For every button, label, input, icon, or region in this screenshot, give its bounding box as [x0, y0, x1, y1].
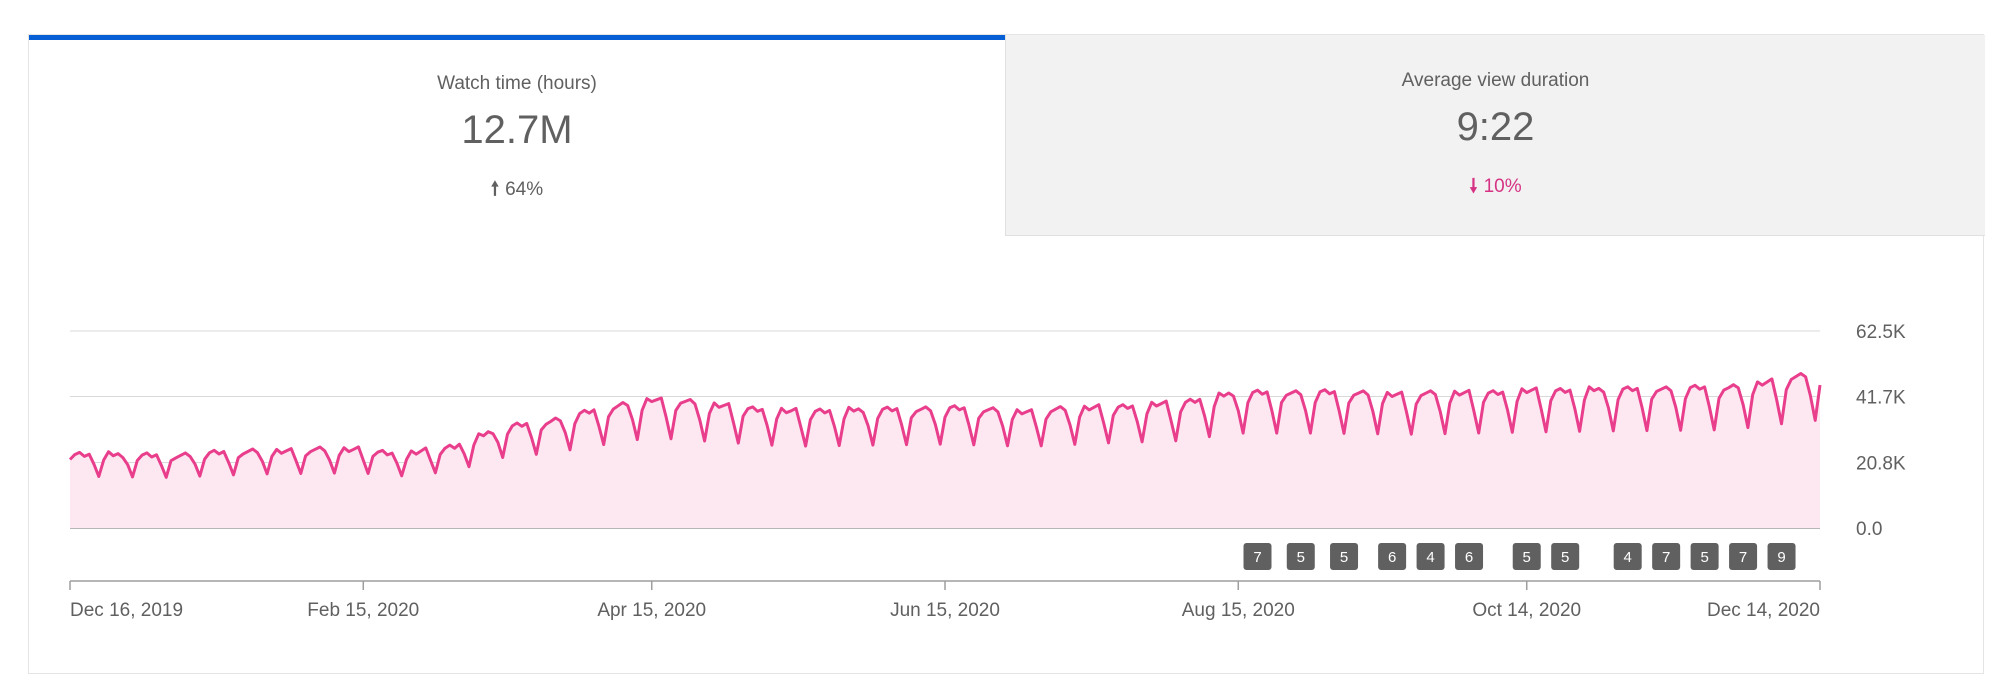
annotation-badge[interactable]: 7	[1243, 543, 1272, 570]
annotation-badge[interactable]: 6	[1378, 543, 1407, 570]
annotation-badge-box	[1652, 543, 1681, 570]
annotation-badge-box	[1455, 543, 1484, 570]
x-tick-label: Oct 14, 2020	[1472, 600, 1581, 621]
annotation-badge-label: 5	[1340, 549, 1348, 566]
series-line-watch-time	[68, 372, 1822, 479]
annotation-badge[interactable]: 5	[1512, 543, 1541, 570]
x-tick-label: Aug 15, 2020	[1182, 600, 1295, 621]
annotation-badge-box	[1729, 543, 1758, 570]
tab-watch-time[interactable]: Watch time (hours) 12.7M 🠕 64%	[29, 35, 1005, 236]
tab-avd-change: 🠗 10%	[1006, 172, 1985, 204]
annotation-badge-label: 4	[1624, 549, 1632, 566]
annotation-badge[interactable]: 9	[1767, 543, 1796, 570]
annotation-badge-box	[1416, 543, 1445, 570]
annotation-badge-box	[1613, 543, 1642, 570]
annotation-badge-box	[1330, 543, 1359, 570]
annotation-badge-box	[1286, 543, 1315, 570]
annotation-badge[interactable]: 4	[1613, 543, 1642, 570]
annotation-badge-label: 6	[1388, 549, 1396, 566]
tab-avd-label: Average view duration	[1401, 70, 1590, 91]
annotation-badge[interactable]: 6	[1455, 543, 1484, 570]
annotation-badge[interactable]: 5	[1330, 543, 1359, 570]
metric-tabs: Watch time (hours) 12.7M 🠕 64% Average vi…	[29, 35, 1985, 236]
annotation-badge-label: 7	[1253, 549, 1261, 566]
x-tick-label: Dec 16, 2019	[70, 600, 183, 621]
annotation-badge-label: 7	[1739, 549, 1747, 566]
annotation-badge-label: 9	[1777, 549, 1785, 566]
annotation-badge-box	[1378, 543, 1407, 570]
y-tick-label: 62.5K	[1856, 322, 1906, 343]
tab-avd-value: 9:22	[1456, 105, 1535, 149]
annotation-badge-label: 7	[1662, 549, 1670, 566]
annotation-badge-label: 5	[1700, 549, 1708, 566]
y-tick-label: 41.7K	[1856, 388, 1906, 409]
chart-x-axis: Dec 16, 2019 Feb 15, 2020 Apr 15, 2020 Jun …	[69, 580, 1821, 621]
annotation-badge-box	[1690, 543, 1719, 570]
chart-y-axis: 0.0 20.8K 41.7K 62.5K	[1856, 322, 1906, 540]
annotation-badge-box	[1512, 543, 1541, 570]
annotation-badge[interactable]: 4	[1416, 543, 1445, 570]
x-tick-label: Jun 15, 2020	[890, 600, 1000, 621]
annotation-badge-box	[1243, 543, 1272, 570]
annotation-badge[interactable]: 5	[1286, 543, 1315, 570]
tab-average-view-duration[interactable]: Average view duration 9:22 🠗 10%	[1005, 35, 1985, 236]
annotation-badge-label: 5	[1561, 549, 1569, 566]
x-tick-label: Dec 14, 2020	[1707, 600, 1820, 621]
x-tick-label: Feb 15, 2020	[307, 600, 419, 621]
annotation-badge-box	[1551, 543, 1580, 570]
tab-avd-change-text: 10%	[1483, 176, 1522, 197]
tab-watch-time-change-text: 64%	[505, 179, 544, 200]
annotation-badge[interactable]: 5	[1551, 543, 1580, 570]
watch-time-chart: 0.0 20.8K 41.7K 62.5K Dec 16, 2019 Feb 15, 2…	[68, 322, 1906, 621]
annotation-badge-box	[1767, 543, 1796, 570]
arrow-down-icon: 🠗	[1469, 176, 1478, 197]
arrow-up-icon: 🠕	[490, 179, 500, 200]
annotation-badge[interactable]: 5	[1690, 543, 1719, 570]
annotation-badge-label: 6	[1465, 549, 1473, 566]
chart-annotations: 7 5 5 6 4 6 5 5 4 7 5 7 9	[1243, 543, 1796, 570]
annotation-badge-label: 4	[1426, 549, 1434, 566]
y-tick-label: 0.0	[1856, 519, 1882, 540]
annotation-badge-label: 5	[1523, 549, 1531, 566]
annotation-badge[interactable]: 7	[1729, 543, 1758, 570]
tab-watch-time-value: 12.7M	[461, 108, 573, 152]
x-tick-label: Apr 15, 2020	[597, 600, 706, 621]
y-tick-label: 20.8K	[1856, 453, 1906, 474]
annotation-badge[interactable]: 7	[1652, 543, 1681, 570]
tab-watch-time-change: 🠕 64%	[29, 175, 1005, 207]
tab-watch-time-label: Watch time (hours)	[437, 73, 597, 94]
annotation-badge-label: 5	[1297, 549, 1305, 566]
analytics-card: Watch time (hours) 12.7M 🠕 64% Average vi…	[28, 34, 1985, 674]
chart-area	[68, 372, 1822, 528]
